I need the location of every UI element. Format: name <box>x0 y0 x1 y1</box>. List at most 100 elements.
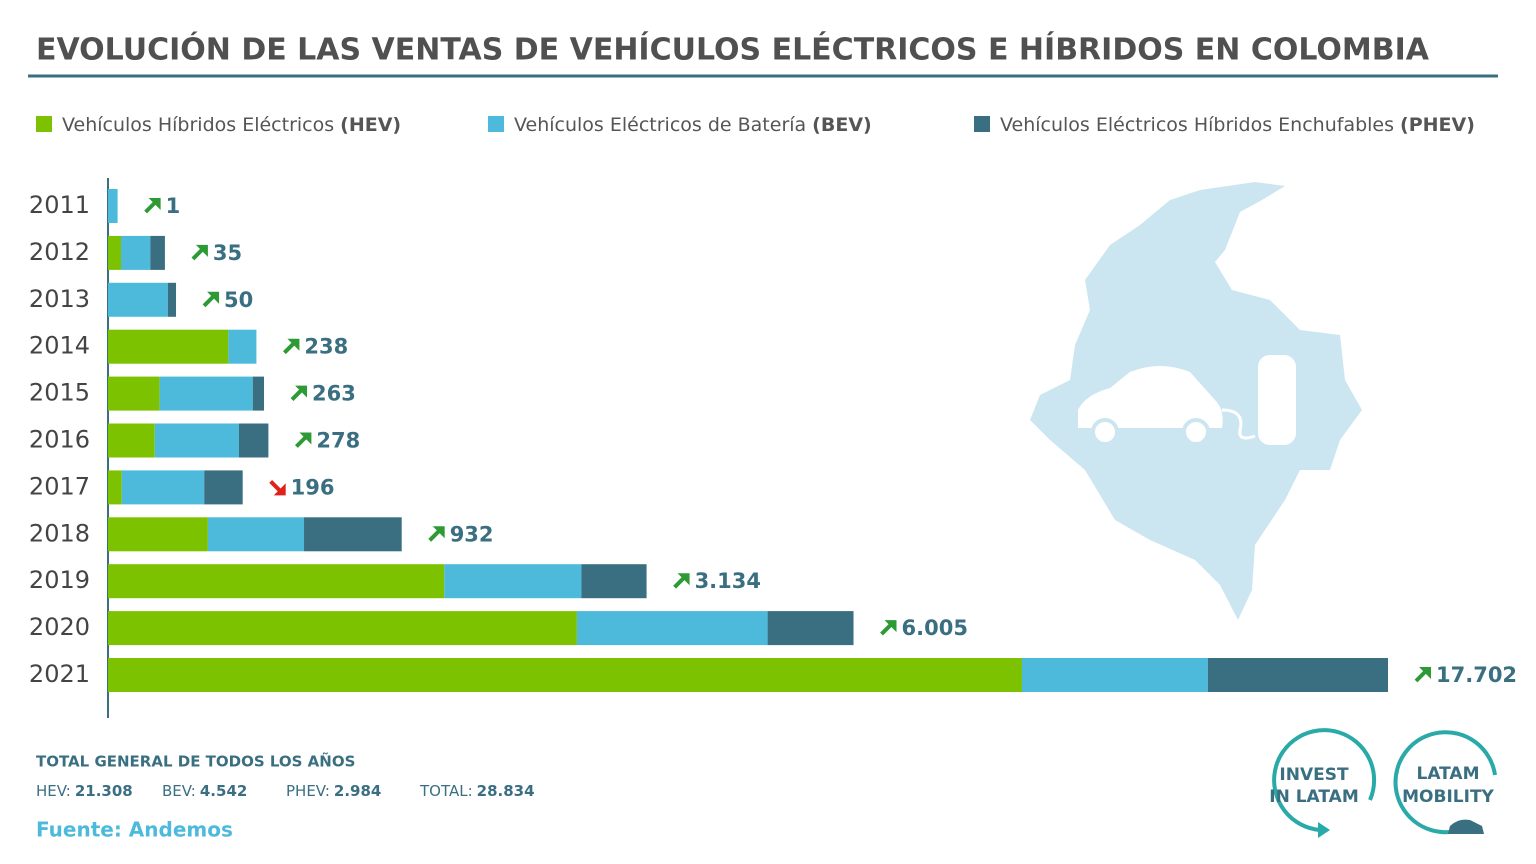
y-tick-label: 2021 <box>29 660 90 688</box>
bar-segment <box>228 329 257 364</box>
trend-arrow <box>880 620 897 636</box>
footer-value: 28.834 <box>477 782 535 800</box>
bar-segment <box>252 376 265 411</box>
footer-value: 2.984 <box>334 782 381 800</box>
trend-arrow <box>269 479 286 496</box>
bar-segment <box>121 470 205 505</box>
footer-items: HEV: 21.308 BEV: 4.542 PHEV: 2.984 TOTAL: 28.83… <box>36 782 535 800</box>
bar-segment <box>154 423 239 458</box>
footer-heading: TOTAL GENERAL DE TODOS LOS AÑOS <box>36 752 355 771</box>
footer-label: PHEV: <box>286 782 330 800</box>
arrow-shaft <box>269 479 283 493</box>
footer-label: TOTAL: <box>419 782 473 800</box>
y-tick-label: 2011 <box>29 191 90 219</box>
legend-swatch <box>36 116 52 132</box>
arrow-shaft <box>880 622 893 636</box>
footer-value: 4.542 <box>200 782 247 800</box>
total-label: 50 <box>224 288 253 312</box>
chart-title: EVOLUCIÓN DE LAS VENTAS DE VEHÍCULOS ELÉ… <box>36 31 1430 68</box>
y-tick-label: 2016 <box>29 426 90 454</box>
y-tick-label: 2019 <box>29 566 90 594</box>
legend-swatch <box>488 116 504 132</box>
bar-segment <box>108 376 160 411</box>
bar-segment <box>108 658 1022 692</box>
bar-segment <box>167 282 177 317</box>
total-label: 17.702 <box>1436 663 1517 687</box>
bar-segment <box>108 189 118 223</box>
footer-item: TOTAL: 28.834 <box>419 782 535 800</box>
total-label: 3.134 <box>695 569 761 593</box>
arrow-head <box>884 620 897 633</box>
legend-name: Vehículos Eléctricos Híbridos Enchufable… <box>1000 114 1394 136</box>
total-label: 263 <box>312 382 356 406</box>
bar-segment <box>108 470 122 505</box>
arrow-head <box>273 483 286 496</box>
legend: Vehículos Híbridos Eléctricos (HEV) Vehícu… <box>36 114 1475 136</box>
total-label: 238 <box>304 335 348 359</box>
footer-item: HEV: 21.308 <box>36 782 133 800</box>
logo-text: IN LATAM <box>1269 787 1359 807</box>
trend-arrow <box>428 526 445 542</box>
total-label: 278 <box>316 429 360 453</box>
y-tick-label: 2015 <box>29 379 90 407</box>
total-label: 932 <box>450 522 494 546</box>
footer-label: HEV: <box>36 782 71 800</box>
bar-segment <box>150 235 165 270</box>
logo-invest: INVEST IN LATAM <box>1269 728 1377 838</box>
y-tick-label: 2012 <box>29 238 90 266</box>
y-tick-label: 2020 <box>29 613 90 641</box>
arrow-head <box>299 432 312 445</box>
bar-segment <box>121 235 151 270</box>
bar-segment <box>1021 658 1208 692</box>
total-label: 196 <box>291 475 335 499</box>
y-tick-label: 2014 <box>29 332 90 360</box>
bar-segment <box>108 517 208 552</box>
legend-name: Vehículos Híbridos Eléctricos <box>62 114 334 136</box>
footer-value: 21.308 <box>75 782 133 800</box>
footer-item: BEV: 4.542 <box>162 782 247 800</box>
trend-arrow <box>1414 667 1431 683</box>
legend-name: Vehículos Eléctricos de Batería <box>514 114 806 136</box>
arrow-head <box>207 291 220 304</box>
bars: 2011 1 2012 35 2013 50 2014 238 2015 263 2016 278 20… <box>29 189 1517 692</box>
source: Fuente: Andemos <box>36 818 233 842</box>
bar-segment <box>444 564 582 599</box>
bar-segment <box>207 517 305 552</box>
bar-segment <box>581 564 647 599</box>
arrow-head <box>148 198 161 210</box>
bar-segment <box>304 517 402 552</box>
bar-segment <box>576 611 768 646</box>
logo-mobility: LATAM MOBILITY <box>1393 730 1497 835</box>
arrow-head <box>287 338 300 351</box>
bar-segment <box>108 235 122 270</box>
total-label: 1 <box>166 194 181 218</box>
total-label: 35 <box>213 241 242 265</box>
arrow-shaft <box>290 388 304 402</box>
bar-segment <box>108 423 155 458</box>
arrow-head <box>295 385 308 398</box>
legend-abbr: (PHEV) <box>1400 114 1475 136</box>
bar-segment <box>108 282 168 317</box>
arrow-shaft <box>294 435 308 448</box>
logo-text: INVEST <box>1279 765 1349 785</box>
logo-text: MOBILITY <box>1402 787 1494 807</box>
arrow-head <box>1419 667 1431 679</box>
arrow-head <box>677 573 690 586</box>
total-label: 6.005 <box>902 616 968 640</box>
trend-arrow <box>283 338 300 355</box>
footer-label: BEV: <box>162 782 196 800</box>
legend-swatch <box>974 116 990 132</box>
trend-arrow <box>294 432 312 448</box>
arrow-shaft <box>202 294 216 308</box>
bar-segment <box>767 611 854 646</box>
arrow-shaft <box>283 341 296 355</box>
y-tick-label: 2017 <box>29 472 90 500</box>
arrow-shaft <box>673 575 686 589</box>
bar-segment <box>204 470 243 505</box>
arrow-shaft <box>191 247 205 261</box>
trend-arrow <box>673 573 690 589</box>
bar-segment <box>108 564 445 599</box>
trend-arrow <box>202 291 220 308</box>
